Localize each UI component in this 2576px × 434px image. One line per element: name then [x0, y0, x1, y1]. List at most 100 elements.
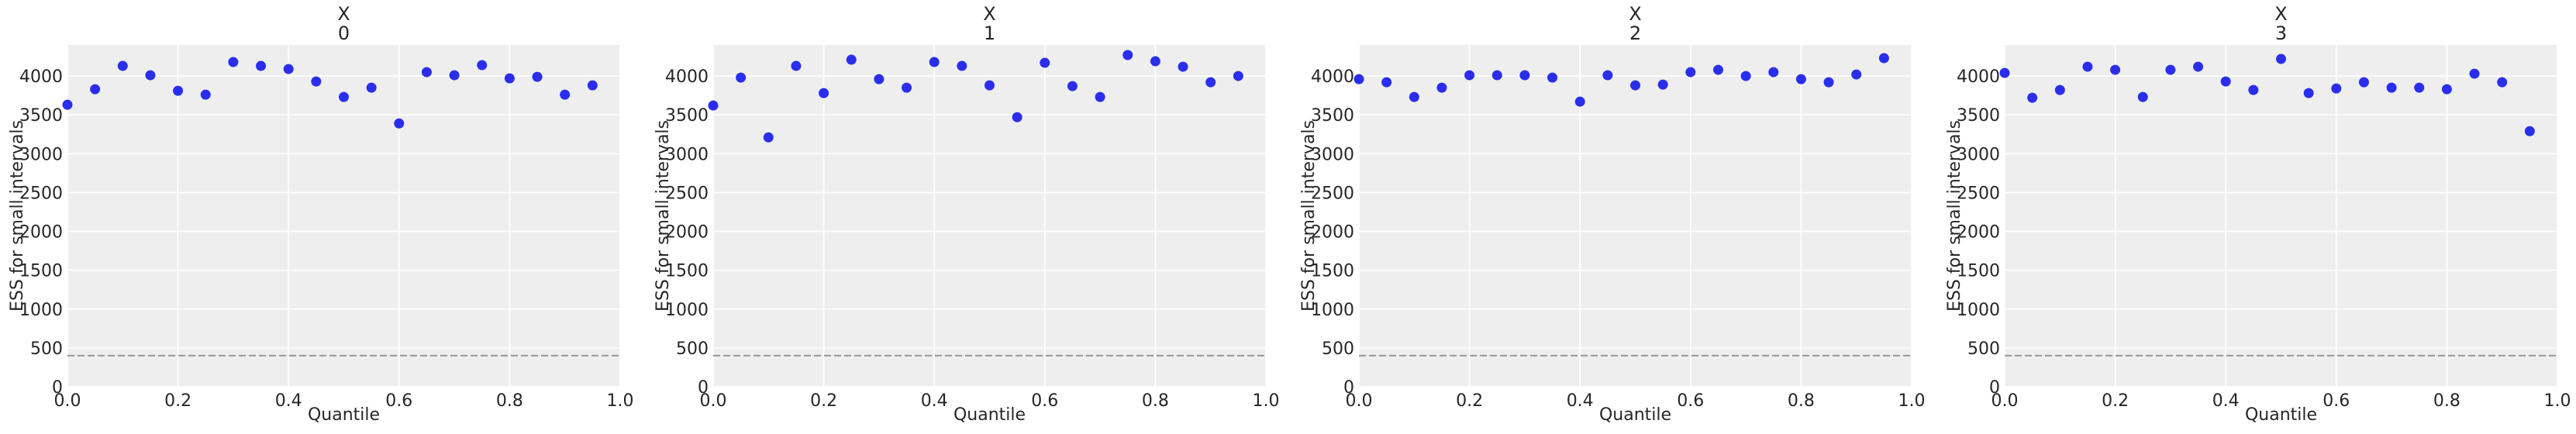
panel-title-line: X: [1629, 3, 1641, 25]
data-point: [2386, 82, 2397, 93]
y-tick-label: 2000: [1311, 223, 1354, 243]
panel-0: 0 500 1000 1500 2000 2500 3000 3500 4000 0.0 0.2 0.…: [8, 3, 634, 425]
data-point: [1205, 77, 1216, 88]
panel-title-line: 2: [1629, 22, 1641, 44]
data-point: [1768, 67, 1779, 78]
data-point: [2137, 91, 2148, 102]
data-point: [2331, 83, 2342, 94]
data-point: [819, 88, 829, 98]
data-point: [1178, 61, 1188, 72]
y-tick-label: 3500: [19, 106, 63, 126]
x-tick-label: 0.6: [1031, 391, 1058, 411]
x-tick-label: 1.0: [1898, 391, 1926, 411]
x-tick-label: 0.2: [2102, 391, 2129, 411]
panel-title-line: X: [2274, 3, 2287, 25]
data-point: [90, 84, 101, 95]
data-point: [763, 132, 774, 143]
data-point: [929, 57, 940, 67]
y-tick-label: 1500: [665, 262, 709, 281]
data-point: [2082, 61, 2093, 72]
data-point: [2441, 84, 2452, 95]
panel-title-line: 1: [984, 22, 995, 44]
y-tick-label: 2000: [665, 223, 709, 243]
data-point: [2358, 77, 2369, 88]
data-point: [394, 118, 405, 129]
x-tick-label: 0.0: [1346, 391, 1373, 411]
y-tick-label: 1000: [1311, 301, 1354, 320]
plot-area: [1359, 45, 1912, 387]
x-axis-label: Quantile: [308, 405, 380, 425]
data-point: [1095, 91, 1105, 102]
data-point: [985, 80, 995, 91]
data-point: [2469, 68, 2480, 79]
y-tick-label: 2500: [1311, 184, 1354, 203]
y-tick-label: 2500: [1957, 184, 2000, 203]
data-point: [1574, 96, 1585, 107]
data-point: [532, 71, 543, 82]
data-point: [145, 70, 156, 81]
y-tick-label: 4000: [19, 67, 63, 87]
data-point: [1740, 71, 1751, 81]
y-tick-label: 3000: [1957, 145, 2000, 164]
plot-area: [2005, 45, 2557, 387]
x-axis-label: Quantile: [953, 405, 1026, 425]
data-point: [874, 74, 885, 84]
data-point: [902, 82, 912, 93]
y-tick-label: 1500: [1957, 262, 2000, 281]
data-point: [504, 73, 515, 84]
data-point: [1685, 67, 1696, 78]
data-point: [2110, 64, 2121, 75]
x-axis-label: Quantile: [2245, 405, 2317, 425]
x-tick-label: 0.2: [1456, 391, 1483, 411]
y-tick-label: 3500: [1311, 106, 1354, 126]
data-point: [1464, 70, 1475, 81]
y-tick-label: 500: [30, 339, 63, 359]
data-point: [2524, 126, 2535, 136]
data-point: [1547, 72, 1558, 83]
panel-1: 0 500 1000 1500 2000 2500 3000 3500 4000 0.0 0.2 0.…: [653, 3, 1280, 425]
y-tick-label: 500: [1322, 339, 1354, 359]
y-tick-label: 1500: [19, 262, 63, 281]
y-axis-label: ESS for small intervals: [1945, 120, 1964, 312]
panel-title-line: 0: [338, 22, 350, 44]
data-point: [587, 80, 598, 91]
panel-title-line: 3: [2275, 22, 2287, 44]
data-point: [1354, 74, 1364, 84]
data-point: [1491, 70, 1502, 81]
data-point: [117, 60, 128, 71]
x-tick-label: 0.6: [385, 391, 412, 411]
y-tick-label: 2000: [19, 223, 63, 243]
data-point: [366, 82, 377, 93]
x-tick-label: 0.8: [496, 391, 523, 411]
y-tick-label: 500: [1967, 339, 2000, 359]
data-point: [2027, 92, 2038, 103]
x-tick-label: 1.0: [1253, 391, 1280, 411]
data-point: [283, 64, 294, 74]
data-point: [1795, 74, 1806, 84]
y-tick-label: 4000: [665, 67, 709, 87]
y-tick-label: 1500: [1311, 262, 1354, 281]
data-point: [2054, 84, 2065, 95]
data-point: [957, 60, 967, 71]
x-axis-label: Quantile: [1599, 405, 1671, 425]
data-point: [1851, 69, 1862, 80]
y-tick-label: 2500: [665, 184, 709, 203]
y-tick-label: 4000: [1311, 67, 1354, 87]
data-point: [449, 70, 460, 81]
panel-3: 0 500 1000 1500 2000 2500 3000 3500 4000 0.0 0.2 0.…: [1945, 3, 2571, 425]
x-tick-label: 0.0: [54, 391, 81, 411]
data-point: [1999, 67, 2010, 78]
data-point: [2248, 84, 2259, 95]
x-tick-label: 0.8: [2433, 391, 2460, 411]
data-point: [1233, 71, 1243, 81]
data-point: [1122, 50, 1133, 60]
y-tick-label: 2000: [1957, 223, 2000, 243]
data-point: [736, 72, 747, 83]
data-point: [1712, 64, 1723, 75]
data-point: [1040, 57, 1050, 68]
y-tick-label: 500: [676, 339, 709, 359]
data-point: [477, 60, 488, 71]
data-point: [1150, 56, 1160, 67]
data-point: [2276, 53, 2286, 64]
x-tick-label: 0.4: [1567, 391, 1594, 411]
